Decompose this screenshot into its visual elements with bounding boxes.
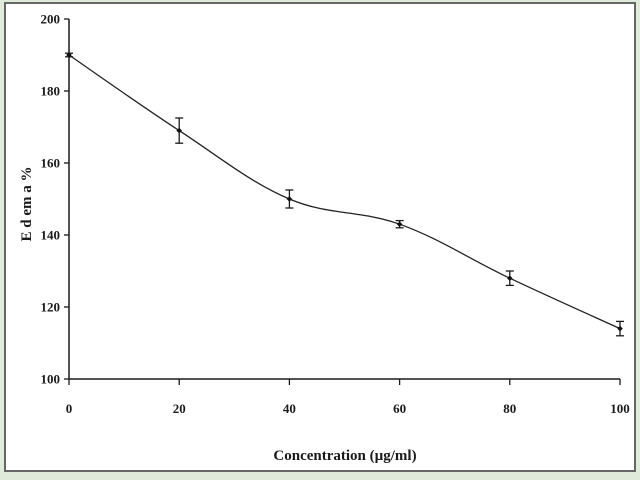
y-tick-label: 160 bbox=[41, 156, 61, 171]
data-point bbox=[176, 127, 182, 134]
y-tick-label: 180 bbox=[41, 84, 61, 99]
error-bars bbox=[65, 52, 624, 337]
data-point bbox=[396, 221, 403, 227]
line-chart: 100 120 140 160 180 200 0 20 40 60 80 100 Concentr… bbox=[19, 12, 630, 465]
x-ticks: 0 20 40 60 80 100 bbox=[66, 379, 630, 416]
y-tick-label: 140 bbox=[41, 228, 61, 243]
x-tick-label: 0 bbox=[66, 401, 73, 416]
series-line bbox=[68, 54, 621, 330]
x-tick-label: 20 bbox=[173, 401, 186, 416]
data-point bbox=[617, 325, 623, 332]
x-tick-label: 100 bbox=[610, 401, 630, 416]
y-axis-label: E d em a % bbox=[19, 167, 35, 242]
y-tick-label: 100 bbox=[41, 372, 61, 387]
chart-frame: 100 120 140 160 180 200 0 20 40 60 80 100 Concentr… bbox=[4, 2, 636, 472]
y-ticks: 100 120 140 160 180 200 bbox=[41, 12, 69, 387]
y-tick-label: 120 bbox=[41, 300, 61, 315]
data-point bbox=[286, 196, 293, 202]
x-tick-label: 40 bbox=[283, 401, 296, 416]
data-point bbox=[66, 52, 72, 58]
y-tick-label: 200 bbox=[41, 12, 61, 27]
x-tick-label: 80 bbox=[503, 401, 516, 416]
data-point bbox=[507, 275, 513, 281]
x-axis-label: Concentration (µg/ml) bbox=[273, 448, 416, 464]
axes bbox=[68, 19, 620, 380]
data-points bbox=[66, 52, 623, 332]
x-tick-label: 60 bbox=[393, 401, 406, 416]
